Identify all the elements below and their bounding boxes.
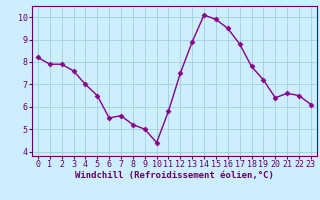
X-axis label: Windchill (Refroidissement éolien,°C): Windchill (Refroidissement éolien,°C) [75, 171, 274, 180]
